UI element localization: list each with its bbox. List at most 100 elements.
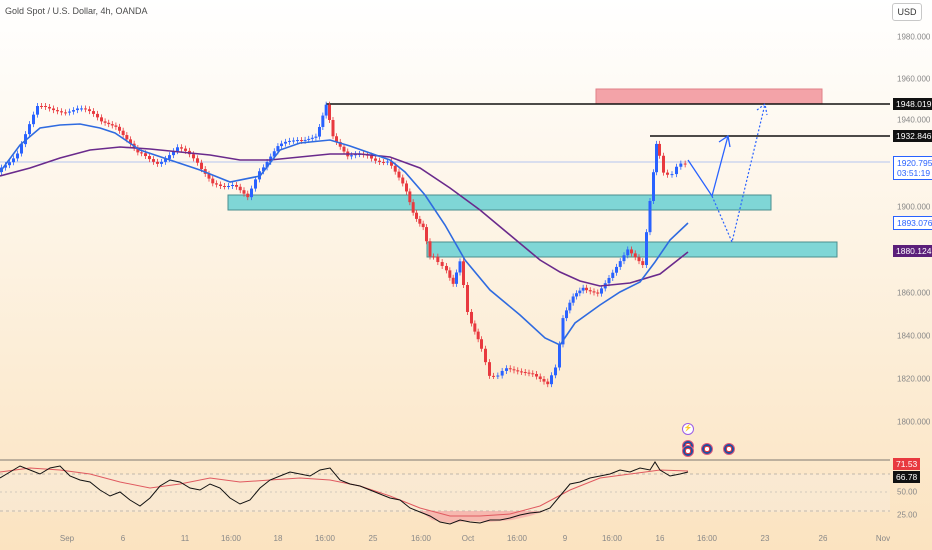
- candle-body: [505, 368, 508, 371]
- time-label: 16:00: [506, 534, 528, 543]
- candle-body: [176, 147, 179, 152]
- candle-body: [633, 253, 637, 258]
- candle-body: [180, 147, 183, 149]
- candle-body: [280, 143, 283, 147]
- candle-body: [390, 161, 393, 166]
- candle-body: [568, 302, 572, 311]
- us-flag-icon[interactable]: [682, 445, 694, 457]
- candle-body: [575, 293, 578, 297]
- candle-body: [652, 172, 655, 201]
- candle-body: [36, 106, 39, 115]
- us-flag-icon[interactable]: [701, 443, 713, 455]
- time-label: 16:00: [696, 534, 718, 543]
- rsi-signal-line: [0, 467, 689, 517]
- candle-body: [662, 155, 665, 173]
- time-label: 11: [180, 534, 190, 543]
- candle-body: [600, 288, 603, 294]
- candle-body: [223, 185, 226, 187]
- candle-body: [80, 108, 83, 110]
- candle-body: [350, 155, 353, 157]
- candle-body: [242, 190, 246, 194]
- candle-body: [265, 161, 269, 168]
- fast-ma-tag: 1893.076: [893, 216, 932, 230]
- candle-body: [164, 158, 167, 162]
- supply-zone: [595, 88, 823, 105]
- candle-body: [565, 310, 568, 319]
- candle-body: [16, 153, 19, 159]
- candle-body: [470, 311, 473, 324]
- candle-body: [550, 375, 553, 385]
- currency-button[interactable]: USD: [892, 3, 922, 21]
- candle-body: [64, 112, 67, 114]
- candle-body: [538, 376, 542, 380]
- candle-body: [658, 143, 661, 156]
- candle-body: [107, 122, 111, 125]
- candle-body: [272, 151, 276, 157]
- candle-body: [314, 136, 318, 138]
- candle-body: [675, 166, 678, 175]
- price-label-1960: 1960.000: [897, 74, 931, 84]
- candle-body: [246, 193, 250, 198]
- candle-body: [500, 370, 504, 376]
- candle-body: [92, 111, 95, 114]
- time-label: 16:00: [410, 534, 432, 543]
- candle-body: [100, 117, 103, 122]
- candle-body: [60, 111, 63, 113]
- candle-body: [622, 255, 626, 262]
- bar-countdown: 03:51:19: [897, 168, 931, 178]
- candle-body: [488, 362, 491, 376]
- candle-body: [40, 106, 43, 108]
- candle-body: [393, 165, 397, 172]
- projection-solid: [687, 135, 729, 198]
- candle-body: [215, 183, 218, 185]
- candle-body: [136, 148, 140, 153]
- candle-body: [679, 163, 683, 167]
- candle-body: [448, 270, 452, 278]
- candle-body: [56, 110, 59, 112]
- candle-body: [596, 292, 600, 294]
- candle-body: [592, 291, 596, 293]
- candle-body: [397, 171, 401, 178]
- candle-body: [24, 134, 27, 145]
- candle-body: [211, 178, 215, 184]
- lightning-icon[interactable]: ⚡: [682, 423, 694, 435]
- time-label: 16:00: [601, 534, 623, 543]
- candle-body: [378, 160, 381, 162]
- candle-body: [52, 108, 55, 111]
- candle-body: [200, 162, 203, 170]
- candle-body: [300, 140, 303, 142]
- candle-body: [480, 339, 483, 349]
- candle-body: [129, 139, 132, 144]
- candle-body: [648, 200, 652, 233]
- time-label: 25: [368, 534, 378, 543]
- candle-body: [318, 126, 321, 137]
- candle-body: [561, 318, 565, 345]
- candle-body: [288, 140, 291, 142]
- rsi-level-50-label: 50.00: [897, 487, 918, 497]
- candle-body: [382, 161, 385, 163]
- candle-body: [338, 141, 342, 147]
- candle-body: [28, 124, 31, 135]
- candle-body: [250, 188, 253, 198]
- candle-body: [432, 256, 435, 258]
- candle-body: [231, 184, 234, 186]
- candle-body: [156, 161, 159, 164]
- us-flag-icon[interactable]: [723, 443, 735, 455]
- projection-arrowhead-solid: [718, 134, 731, 148]
- time-label: 26: [818, 534, 828, 543]
- candle-body: [466, 285, 469, 312]
- candle-body: [527, 372, 531, 374]
- resistance-1948-tag: 1948.019: [893, 98, 932, 110]
- candle-body: [641, 261, 645, 266]
- demand-zone-upper: [227, 194, 772, 211]
- candle-body: [476, 331, 480, 340]
- price-label-1840: 1840.000: [897, 331, 931, 341]
- candle-body: [172, 151, 175, 156]
- candle-body: [219, 184, 222, 186]
- candle-body: [588, 290, 592, 292]
- candle-body: [184, 148, 187, 151]
- symbol-title: Gold Spot / U.S. Dollar, 4h, OANDA: [5, 6, 148, 16]
- candle-body: [645, 232, 648, 266]
- candle-body: [516, 370, 520, 372]
